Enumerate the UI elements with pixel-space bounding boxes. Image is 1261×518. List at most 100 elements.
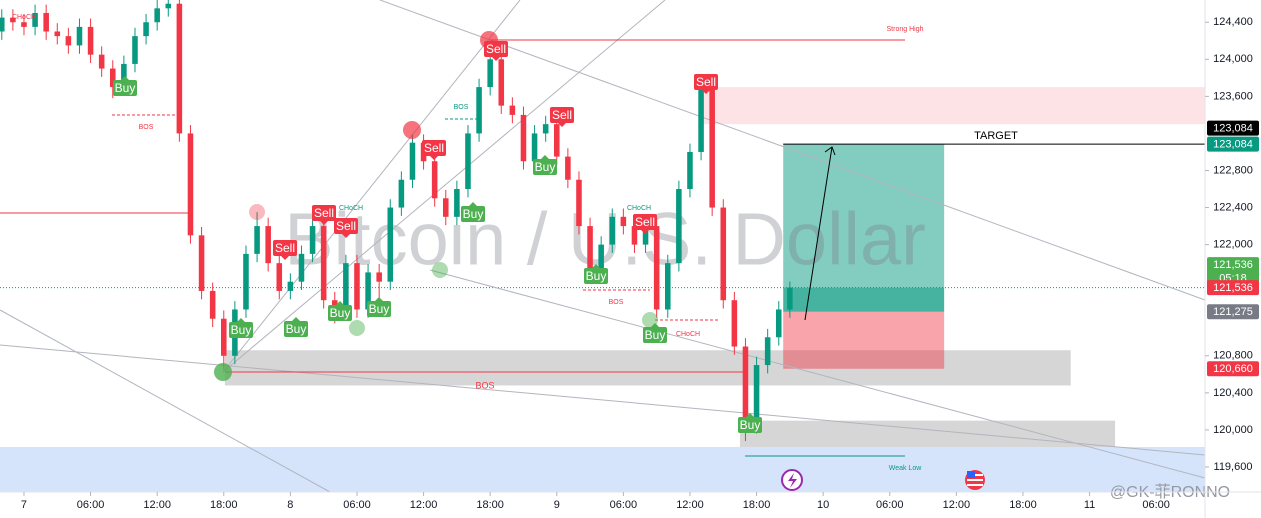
y-tick-label: 122,400 (1213, 201, 1253, 213)
signal-pointer (281, 256, 289, 260)
signal-label: Sell (486, 42, 506, 56)
candle-body (331, 300, 338, 310)
signal-label: Buy (286, 322, 307, 336)
trendline (222, 0, 521, 373)
candle-body (687, 151, 693, 190)
signal-label: Sell (696, 75, 716, 89)
annotation: Strong High (887, 26, 924, 33)
signal-label: Buy (231, 323, 252, 337)
trendline (379, 0, 1206, 301)
candle-body (398, 179, 405, 208)
candle-body (343, 263, 349, 310)
candle-body (553, 124, 560, 157)
zone (699, 87, 1205, 125)
signal-pointer (702, 90, 710, 94)
signal-box (633, 214, 657, 230)
candle-body (165, 3, 172, 9)
candle-body (320, 226, 327, 301)
candle-body (620, 216, 627, 227)
signal-pointer (592, 264, 600, 268)
overlay: Buy Buy Sell Buy Sell Buy Sell Buy Sell Buy Sell Bu… (12, 14, 1230, 501)
pivot (349, 320, 365, 336)
signal-box (334, 218, 358, 234)
candle-body (309, 226, 316, 254)
trendline (0, 344, 1206, 456)
candle-body (498, 59, 505, 106)
signal-pointer (320, 221, 328, 225)
axes: 124,400 124,000 123,600 122,800 122,400 122,0… (21, 16, 1259, 511)
profit-zone (783, 287, 945, 312)
signal-pointer (292, 317, 300, 321)
signal-box (113, 80, 137, 96)
candle-body (787, 287, 793, 310)
zones (0, 87, 1205, 492)
flag-canton (967, 471, 975, 478)
signal-pointer (336, 301, 344, 305)
signal-pointer (121, 76, 129, 80)
x-tick-label: 18:00 (210, 499, 238, 511)
signal-box (312, 205, 336, 221)
target-zone (783, 144, 945, 288)
signal-pointer (237, 318, 245, 322)
candle-body (354, 263, 360, 310)
candle-body (709, 87, 715, 208)
candle-body (764, 337, 771, 366)
candle-body (276, 263, 283, 291)
price-label: 123,084 (1213, 139, 1253, 151)
levels (0, 39, 905, 457)
candle-body (254, 226, 260, 254)
x-tick-label: 18:00 (476, 499, 504, 511)
zone (739, 420, 1116, 452)
annotation: Weak Low (889, 465, 922, 472)
annotation: BOS (475, 380, 494, 390)
price-label-box (1207, 257, 1259, 288)
event-icon-bolt (788, 473, 797, 488)
signal-box (229, 322, 253, 338)
signal-box (533, 159, 557, 175)
signal-label: Buy (330, 306, 351, 320)
trendline (429, 269, 1206, 479)
candle-body (43, 12, 49, 32)
y-tick-label: 124,000 (1213, 53, 1253, 65)
candle-body (409, 142, 416, 180)
candle-body (143, 22, 149, 37)
trendline (0, 309, 331, 493)
candle-body (98, 54, 105, 69)
candle-body (531, 133, 538, 162)
y-tick-label: 120,000 (1213, 424, 1253, 436)
signal-pointer (469, 202, 477, 206)
zone (0, 446, 1205, 492)
signal-pointer (342, 234, 350, 238)
y-tick-label: 119,600 (1214, 461, 1253, 473)
signal-box (550, 107, 574, 123)
annotation: BOS (454, 104, 469, 111)
signal-box (643, 327, 667, 343)
x-tick-label: 18:00 (743, 499, 771, 511)
x-tick-label: 12:00 (410, 499, 438, 511)
candle-body (587, 226, 593, 273)
candle-body (487, 59, 493, 88)
signal-label: Buy (535, 160, 556, 174)
candle-body (509, 105, 516, 115)
annotation: CHoCH (339, 205, 363, 212)
signal-label: Sell (552, 108, 572, 122)
signal-label: Buy (115, 81, 136, 95)
candle-body (376, 272, 382, 282)
candle-body (209, 290, 216, 319)
candle-body (198, 235, 205, 291)
x-tick-label: 06:00 (876, 499, 904, 511)
candle-body (442, 198, 449, 217)
annotation: CHoCH (12, 14, 36, 21)
signal-box (461, 206, 485, 222)
candle-body (664, 263, 671, 310)
signal-pointer (651, 323, 659, 327)
candle-body (753, 365, 760, 426)
y-tick-label: 122,000 (1213, 239, 1253, 251)
candle-body (676, 189, 682, 264)
price-label-box (1207, 120, 1259, 136)
signal-box (367, 301, 391, 317)
signal-box (422, 140, 446, 156)
signal-pointer (492, 57, 500, 61)
signal-label: Sell (275, 241, 295, 255)
y-tick-label: 122,800 (1213, 164, 1253, 176)
